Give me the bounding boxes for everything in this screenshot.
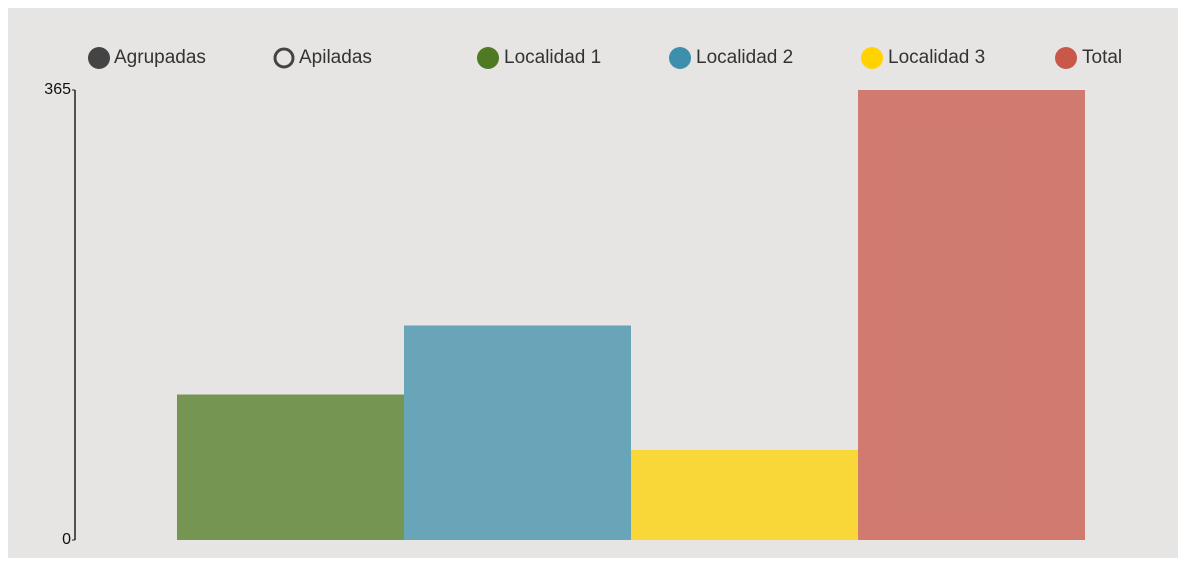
legend-swatch [861,47,883,69]
legend-swatch [1055,47,1077,69]
mode-label[interactable]: Agrupadas [114,47,206,68]
legend-label: Localidad 3 [888,47,985,68]
bar [404,325,631,540]
legend-label: Localidad 2 [696,47,793,68]
bar [858,90,1085,540]
legend-label: Localidad 1 [504,47,601,68]
legend-swatch [477,47,499,69]
legend-label: Total [1082,47,1122,68]
mode-label[interactable]: Apiladas [299,47,372,68]
y-tick-label: 365 [44,81,71,98]
mode-radio[interactable] [273,47,295,69]
bar [177,394,404,540]
y-tick-label: 0 [62,531,71,548]
mode-radio[interactable] [88,47,110,69]
bar [631,450,858,540]
legend-swatch [669,47,691,69]
